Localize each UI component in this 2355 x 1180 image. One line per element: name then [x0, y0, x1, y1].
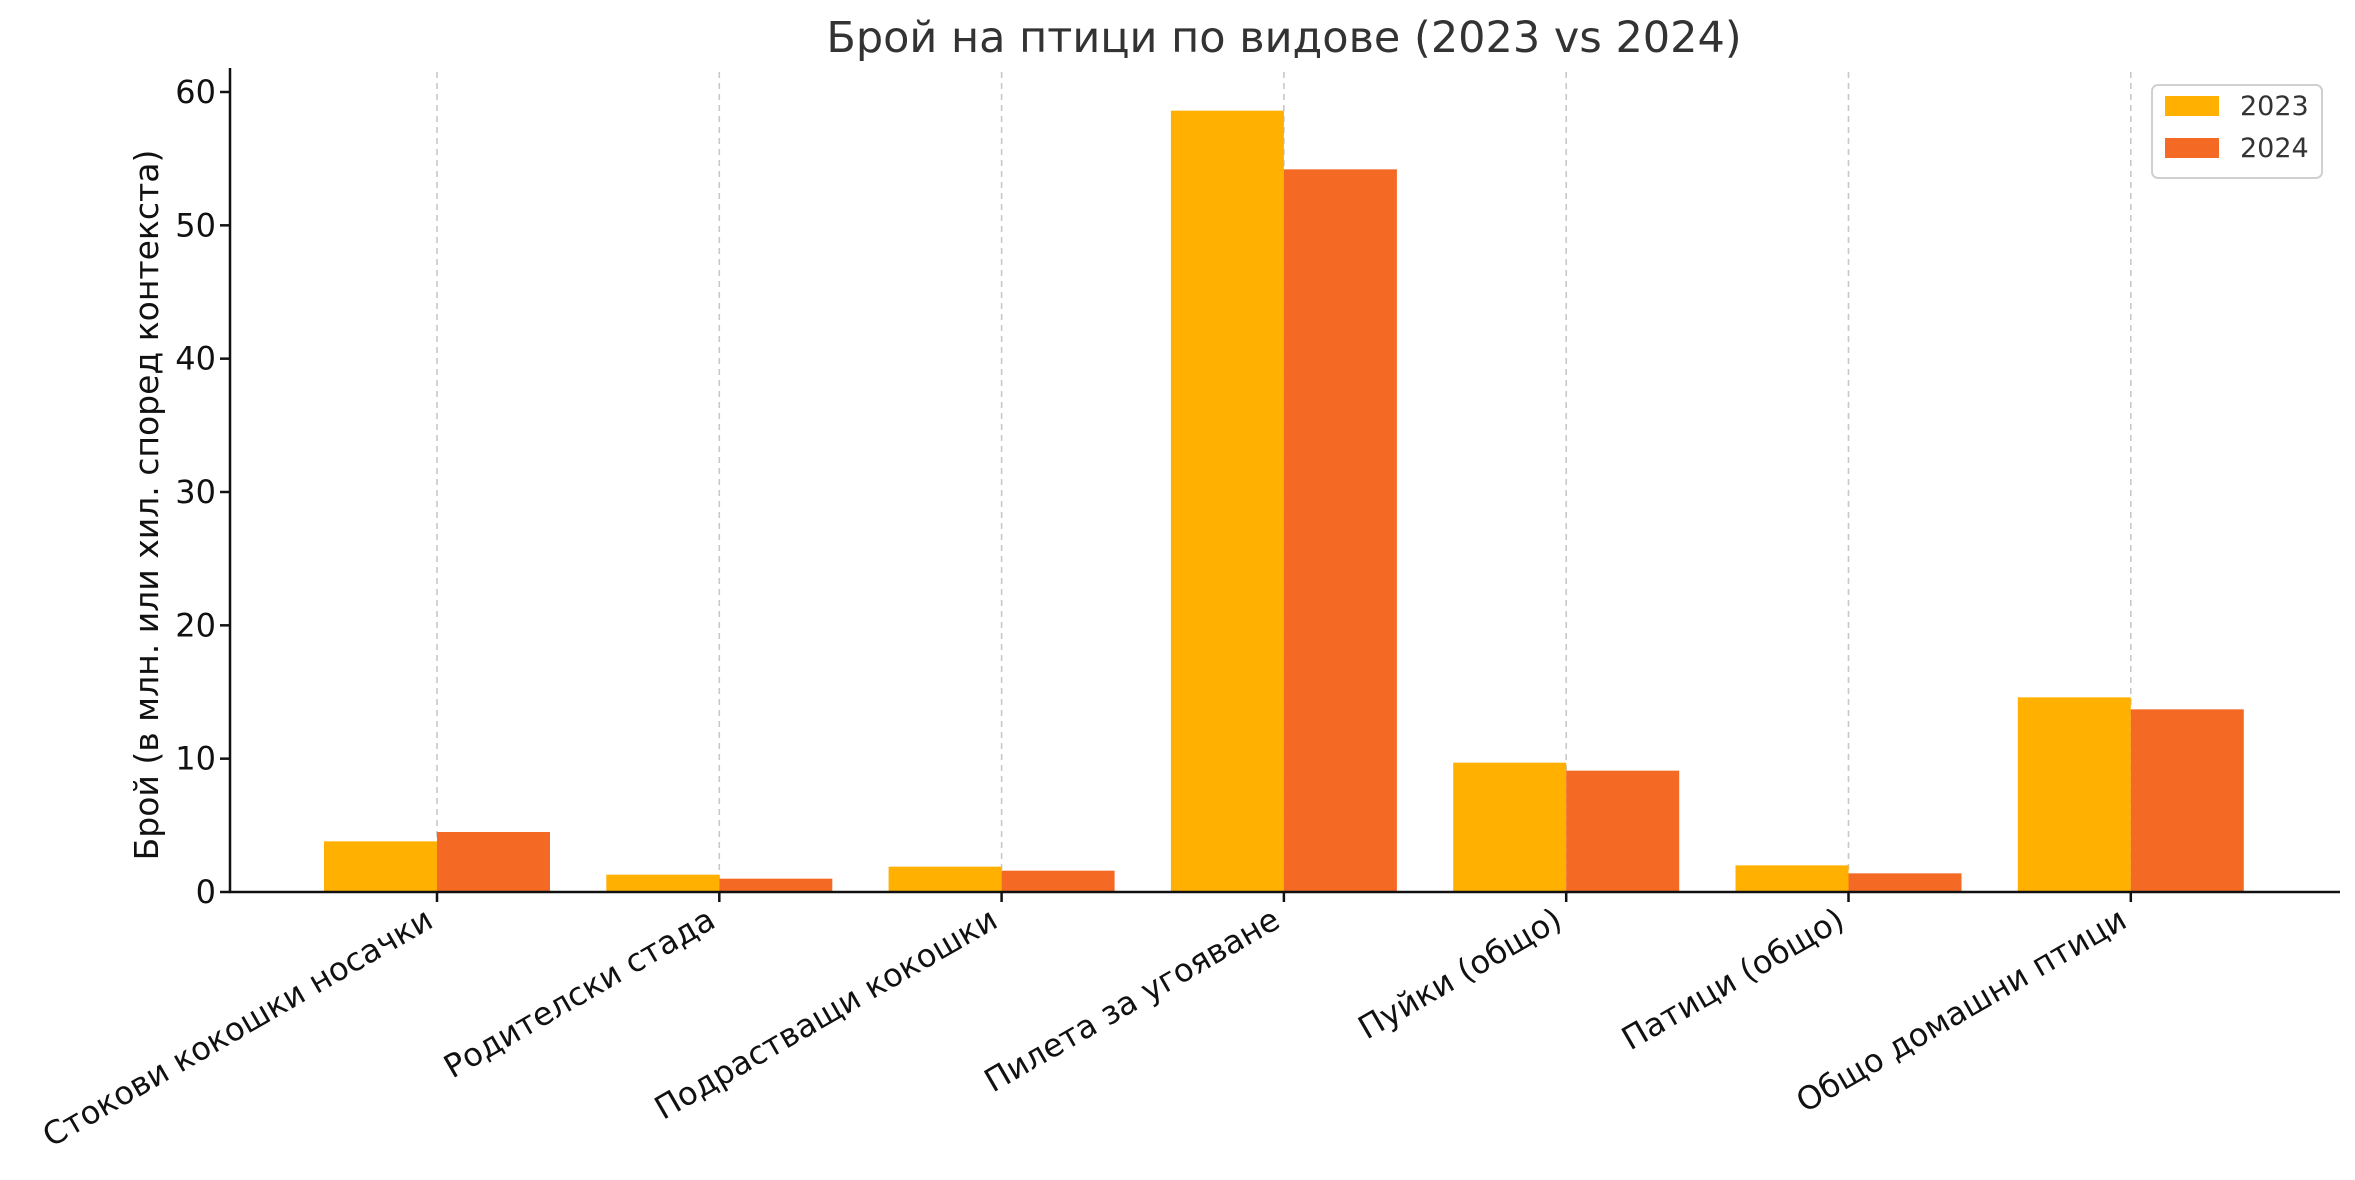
- bar-2023-7: [2017, 697, 2131, 892]
- y-tick-label: 0: [196, 873, 216, 911]
- bar-2024-1: [437, 832, 550, 892]
- legend-label-2023: 2023: [2240, 91, 2309, 122]
- legend-swatch-2023: [2165, 96, 2219, 116]
- legend-label-2024: 2024: [2240, 133, 2309, 164]
- y-tick-label: 60: [175, 73, 216, 111]
- legend: 2023 2024: [2151, 84, 2323, 179]
- bar-2024-5: [1566, 770, 1680, 892]
- chart-title: Брой на птици по видове (2023 vs 2024): [826, 13, 1741, 63]
- bars: [324, 110, 2244, 893]
- legend-swatch-2024: [2165, 138, 2219, 158]
- x-tick-label: Пуйки (общо): [1352, 900, 1569, 1047]
- y-tick-label: 40: [175, 340, 216, 378]
- y-axis-label: Брой (в млн. или хил. според контекста): [127, 150, 166, 861]
- x-tick-label: Родителски стада: [437, 900, 721, 1086]
- x-tick-label: Патици (общо): [1615, 900, 1850, 1058]
- bar-2023-3: [888, 866, 1002, 892]
- x-tick-label: Стокови кокошки носачки: [36, 900, 439, 1155]
- bar-2024-4: [1283, 169, 1397, 893]
- y-axis-ticks: 0 10 20 30 40 50 60: [175, 73, 230, 911]
- bar-2023-4: [1170, 110, 1284, 892]
- bar-2023-5: [1453, 762, 1567, 892]
- y-tick-label: 50: [175, 206, 216, 244]
- y-tick-label: 30: [175, 473, 216, 511]
- bar-2023-6: [1735, 865, 1849, 892]
- y-tick-label: 10: [175, 740, 216, 778]
- bar-2023-1: [324, 841, 437, 892]
- bar-2024-6: [1848, 873, 1962, 892]
- x-tick-label: Пилета за угояване: [978, 900, 1286, 1100]
- y-tick-label: 20: [175, 606, 216, 644]
- bar-2024-3: [1001, 870, 1115, 892]
- bar-2024-2: [719, 878, 833, 892]
- bar-2024-7: [2130, 709, 2244, 892]
- bar-2023-2: [606, 874, 720, 892]
